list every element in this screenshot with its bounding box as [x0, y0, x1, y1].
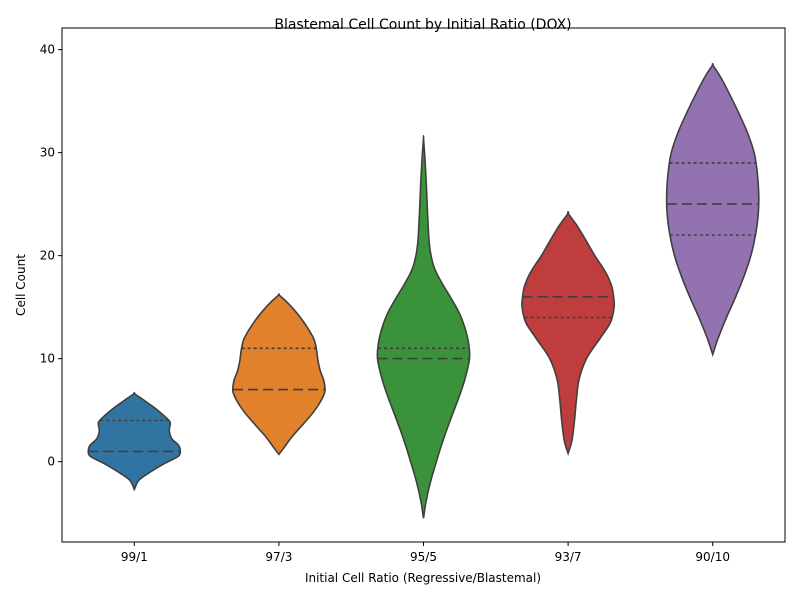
x-tick-label: 93/7 [555, 550, 582, 564]
violin-93-7 [521, 211, 616, 457]
y-axis-title: Cell Count [14, 254, 28, 316]
y-tick-label: 0 [47, 455, 55, 469]
x-tick-label: 97/3 [265, 550, 292, 564]
x-tick-label: 95/5 [410, 550, 437, 564]
x-tick-label: 99/1 [121, 550, 148, 564]
chart-title: Blastemal Cell Count by Initial Ratio (D… [274, 17, 571, 33]
x-axis-title: Initial Cell Ratio (Regressive/Blastemal… [305, 571, 541, 585]
violin-99-1 [87, 392, 182, 492]
x-axis-ticks: 99/1 97/3 95/5 93/7 90/10 [121, 542, 730, 564]
y-axis-ticks: 0 10 20 30 40 [40, 43, 62, 469]
quartile-lines-layer [88, 162, 759, 453]
y-tick-label: 10 [40, 352, 55, 366]
y-tick-label: 40 [40, 43, 55, 57]
violin-97-3 [231, 293, 326, 456]
y-tick-label: 30 [40, 146, 55, 160]
x-tick-label: 90/10 [695, 550, 730, 564]
violins-layer [87, 63, 760, 519]
violin-90-10 [665, 63, 760, 358]
y-tick-label: 20 [40, 249, 55, 263]
violin-95-5 [376, 135, 471, 519]
